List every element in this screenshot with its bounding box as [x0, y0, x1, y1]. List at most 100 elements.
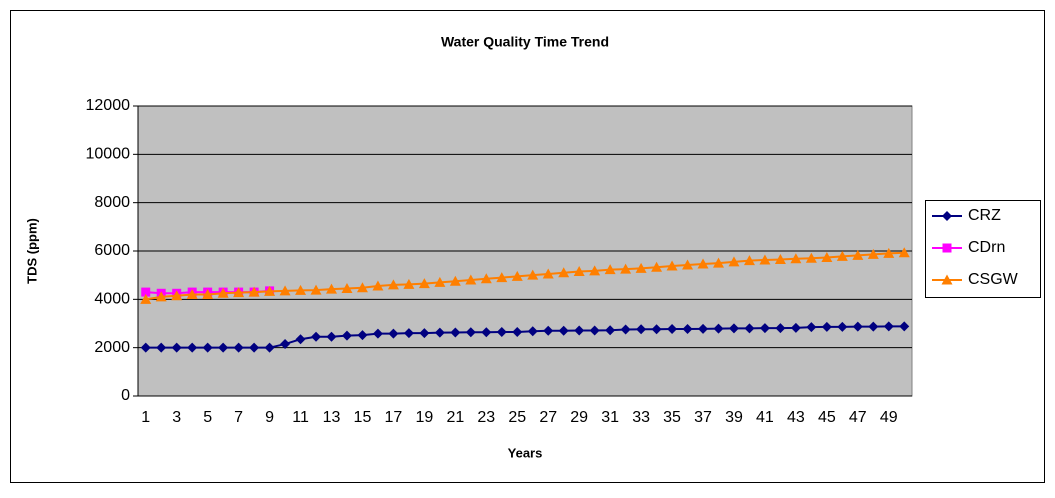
x-tick-label: 21 [446, 409, 464, 426]
point [496, 272, 508, 283]
x-tick-label: 3 [172, 409, 181, 426]
x-tick-label: 7 [234, 409, 243, 426]
point [790, 322, 801, 333]
point [666, 260, 678, 271]
point [403, 328, 414, 339]
x-tick-label: 41 [756, 409, 774, 426]
point [434, 327, 445, 338]
point [481, 327, 492, 338]
x-tick-label: 9 [265, 409, 274, 426]
x-tick-label: 1 [141, 409, 150, 426]
point [604, 264, 616, 275]
point [341, 330, 352, 341]
point [651, 261, 663, 272]
point [713, 323, 724, 334]
legend-marker [942, 211, 952, 221]
x-tick-label: 45 [818, 409, 836, 426]
point [187, 342, 198, 353]
point [635, 262, 647, 273]
y-tick-label: 2000 [94, 339, 130, 356]
point [867, 248, 879, 259]
legend-label: CSGW [968, 271, 1019, 288]
x-tick-label: 19 [415, 409, 433, 426]
point [186, 289, 198, 299]
point [156, 342, 167, 353]
point [248, 286, 260, 297]
point [883, 321, 894, 332]
point [171, 342, 182, 353]
point [836, 250, 848, 261]
legend-label: CRZ [968, 207, 1001, 224]
x-axis-label: Years [508, 445, 543, 460]
point [155, 291, 167, 302]
point [744, 323, 755, 334]
point [558, 325, 569, 336]
point [233, 287, 245, 298]
point [341, 282, 353, 293]
point [202, 342, 213, 353]
x-tick-label: 27 [539, 409, 557, 426]
point [171, 290, 183, 301]
x-tick-label: 11 [292, 409, 309, 426]
point [899, 321, 910, 332]
point [682, 324, 693, 335]
point [573, 266, 585, 277]
point [667, 324, 678, 335]
y-axis-label: TDS (ppm) [24, 218, 39, 284]
y-tick-label: 4000 [94, 291, 130, 308]
x-tick-label: 39 [725, 409, 743, 426]
x-tick-label: 49 [880, 409, 898, 426]
point [837, 321, 848, 332]
x-tick-label: 13 [323, 409, 341, 426]
point [465, 274, 477, 285]
point [434, 276, 446, 287]
chart-title: Water Quality Time Trend [441, 34, 609, 50]
point [280, 339, 291, 350]
point [372, 328, 383, 339]
point [387, 279, 399, 290]
point [574, 325, 585, 336]
point [605, 325, 616, 336]
point [620, 324, 631, 335]
point [806, 322, 817, 333]
point [326, 331, 337, 342]
point [682, 259, 694, 270]
point [449, 275, 461, 286]
point [774, 253, 786, 264]
point [264, 285, 276, 296]
legend-label: CDrn [968, 239, 1005, 256]
point [388, 328, 399, 339]
point [249, 342, 260, 353]
point [450, 327, 461, 338]
x-tick-label: 5 [203, 409, 212, 426]
point [527, 326, 538, 337]
x-tick-label: 15 [354, 409, 372, 426]
point [542, 268, 554, 279]
point [728, 323, 739, 334]
point [511, 270, 523, 281]
point [728, 256, 740, 267]
x-tick-label: 43 [787, 409, 805, 426]
x-tick-label: 37 [694, 409, 712, 426]
x-tick-label: 33 [632, 409, 650, 426]
point [805, 252, 817, 263]
point [326, 283, 337, 294]
point [295, 334, 306, 345]
point [372, 280, 384, 291]
point [217, 287, 229, 298]
point [233, 342, 244, 353]
point [790, 253, 802, 264]
x-tick-label: 23 [477, 409, 495, 426]
point [883, 247, 895, 258]
legend-marker [942, 243, 952, 253]
point [218, 342, 229, 353]
point [496, 326, 507, 337]
point [743, 255, 755, 266]
point [868, 321, 879, 332]
point [480, 273, 492, 284]
x-tick-label: 47 [849, 409, 867, 426]
legend-marker [941, 274, 953, 285]
point [651, 324, 662, 335]
x-tick-label: 29 [570, 409, 588, 426]
